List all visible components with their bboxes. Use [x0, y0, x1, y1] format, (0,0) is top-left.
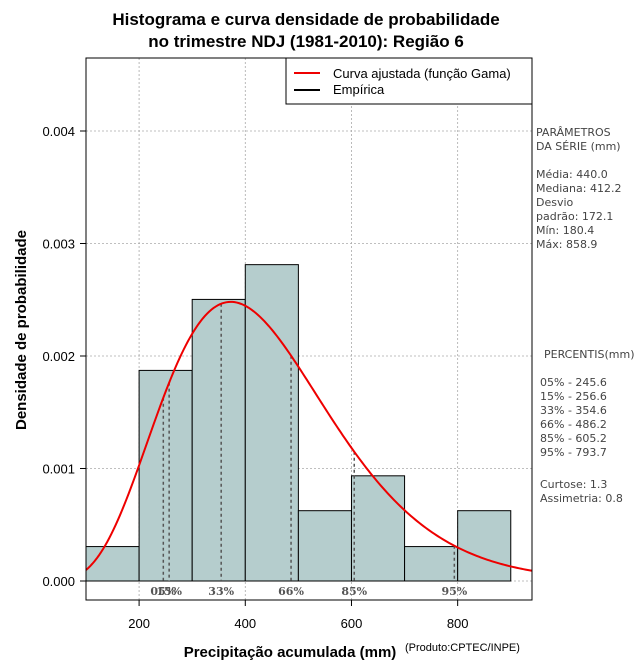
histogram-bar-2: [138, 369, 193, 582]
histogram-bar-5: [297, 510, 352, 582]
chart-title-line-1: Histograma e curva densidade de probabil…: [112, 10, 499, 29]
percentis-heading: PERCENTIS(mm): [544, 348, 635, 361]
percentil-33: 33% - 354.6: [540, 404, 607, 417]
param-median: Mediana: 412.2: [536, 182, 621, 195]
legend-empirical-label: Empírica: [333, 82, 385, 97]
percentil-85: 85% - 605.2: [540, 432, 607, 445]
percentiles-panel: PERCENTIS(mm) 05% - 245.6 15% - 256.6 33…: [540, 348, 635, 505]
param-mean: Média: 440.0: [536, 168, 608, 181]
param-min: Mín: 180.4: [536, 224, 594, 237]
histogram-bar-4: [244, 264, 299, 582]
legend: Curva ajustada (função Gama) Empírica: [285, 57, 533, 105]
x-tick-label-400: 400: [234, 616, 256, 631]
gamma-curve: [85, 300, 533, 572]
x-tick-label-200: 200: [128, 616, 150, 631]
percentile-lines: 05%15% 33% 66% 85% 95%: [150, 303, 468, 598]
percentil-66: 66% - 486.2: [540, 418, 607, 431]
x-tick-label-600: 600: [341, 616, 363, 631]
chart-title-line-2: no trimestre NDJ (1981-2010): Região 6: [148, 32, 464, 51]
y-tick-label-0.002: 0.002: [42, 349, 75, 364]
fitted-curve: [85, 300, 533, 572]
y-tick-label-0.003: 0.003: [42, 237, 75, 252]
y-tick-label-0.000: 0.000: [42, 574, 75, 589]
percentile-label-66%: 66%: [278, 585, 304, 598]
histogram-bar-1: [85, 546, 140, 582]
percentile-label-05%: 05%: [150, 585, 176, 598]
percentile-label-95%: 95%: [441, 585, 467, 598]
params-heading-1: PARÂMETROS: [536, 126, 611, 139]
param-sd-value: padrão: 172.1: [536, 210, 613, 223]
percentile-label-85%: 85%: [341, 585, 367, 598]
histogram-bars: [85, 264, 512, 582]
y-tick-label-0.004: 0.004: [42, 124, 75, 139]
legend-box: [285, 57, 533, 105]
params-heading-2: DA SÉRIE (mm): [536, 140, 621, 153]
percentil-95: 95% - 793.7: [540, 446, 607, 459]
histogram-bar-3: [191, 298, 246, 582]
histogram-bar-7: [404, 546, 459, 582]
histogram-bar-8: [457, 510, 512, 582]
percentile-label-15%: 15%: [156, 585, 182, 598]
percentil-15: 15% - 256.6: [540, 390, 607, 403]
series-parameters-panel: PARÂMETROS DA SÉRIE (mm) Média: 440.0 Me…: [536, 126, 621, 251]
x-tick-label-800: 800: [447, 616, 469, 631]
param-sd-label: Desvio: [536, 196, 574, 209]
percentile-label-33%: 33%: [208, 585, 234, 598]
y-tick-label-0.001: 0.001: [42, 462, 75, 477]
histogram-bar-6: [350, 475, 406, 582]
y-axis-title: Densidade de probabilidade: [13, 230, 30, 430]
param-max: Máx: 858.9: [536, 238, 597, 251]
skewness: Assimetria: 0.8: [540, 492, 623, 505]
legend-curve-label: Curva ajustada (função Gama): [333, 66, 511, 81]
percentil-05: 05% - 245.6: [540, 376, 607, 389]
product-credit: (Produto:CPTEC/INPE): [405, 642, 520, 654]
x-axis-title: Precipitação acumulada (mm): [184, 644, 397, 660]
kurtosis: Curtose: 1.3: [540, 478, 607, 491]
